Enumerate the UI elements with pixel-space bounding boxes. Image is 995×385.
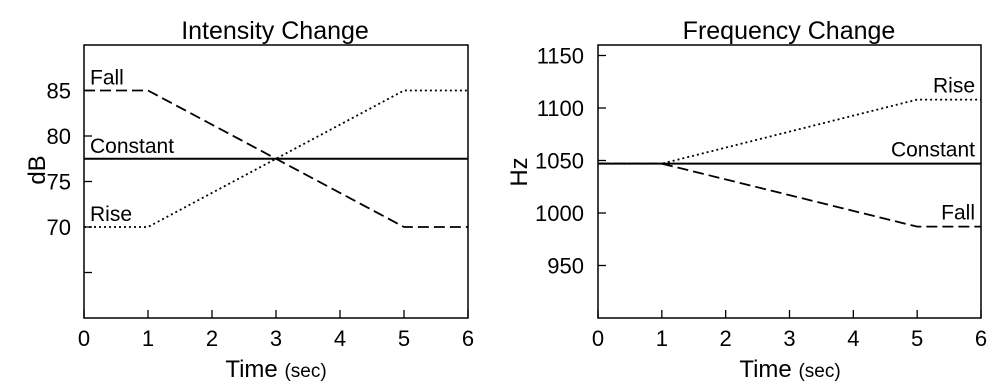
intensity-x-tick-label: 0	[78, 326, 90, 351]
frequency-chart: Frequency Change Rise Constant Fall 0 1 2 3 4 5…	[506, 17, 987, 383]
frequency-x-tick-label: 0	[592, 326, 604, 351]
intensity-tick-marks	[83, 89, 469, 318]
intensity-x-tick-label: 5	[398, 326, 410, 351]
frequency-x-label-main: Time	[739, 356, 791, 383]
intensity-x-label-main: Time	[225, 356, 277, 383]
intensity-y-tick-label: 80	[47, 124, 71, 149]
frequency-series-line-fall	[598, 162, 981, 228]
frequency-chart-title: Frequency Change	[683, 17, 896, 45]
intensity-series-label-fall: Fall	[90, 67, 124, 90]
intensity-series: Fall Constant Rise	[84, 67, 468, 228]
intensity-x-tick-label: 4	[334, 326, 346, 351]
intensity-y-tick-label: 75	[47, 170, 71, 195]
intensity-series-line-rise	[84, 89, 468, 228]
frequency-x-label-unit: (sec)	[798, 361, 840, 382]
intensity-plot-frame	[83, 44, 469, 319]
frequency-x-tick-label: 4	[847, 326, 859, 351]
frequency-y-tick-label: 1050	[535, 149, 584, 174]
intensity-chart-title: Intensity Change	[181, 17, 369, 45]
intensity-tick-labels: 0 1 2 3 4 5 6 85 80 75 70	[47, 79, 475, 352]
intensity-series-label-rise: Rise	[90, 203, 132, 226]
intensity-y-tick-label: 70	[47, 215, 71, 240]
frequency-x-tick-label: 3	[783, 326, 795, 351]
intensity-y-tick-label: 85	[47, 79, 71, 104]
intensity-x-label-unit: (sec)	[284, 361, 326, 382]
frequency-x-tick-label: 6	[975, 326, 987, 351]
frequency-y-tick-label: 1000	[535, 201, 584, 226]
frequency-tick-marks	[597, 54, 982, 318]
intensity-x-tick-label: 2	[206, 326, 218, 351]
frequency-series-label-constant: Constant	[891, 139, 975, 162]
frequency-x-tick-label: 2	[720, 326, 732, 351]
frequency-plot-frame	[597, 44, 982, 319]
frequency-y-tick-label: 1150	[537, 44, 584, 69]
intensity-series-label-constant: Constant	[90, 135, 174, 158]
frequency-y-tick-label: 1100	[537, 96, 584, 121]
frequency-series-label-fall: Fall	[941, 202, 975, 225]
frequency-x-tick-label: 5	[911, 326, 923, 351]
intensity-x-tick-label: 1	[142, 326, 154, 351]
frequency-tick-labels: 0 1 2 3 4 5 6 1150 1100 1050 1000 950	[535, 44, 987, 352]
intensity-chart: Intensity Change Fall Constant Rise 0 1 2 3 4 5…	[24, 17, 474, 383]
intensity-x-tick-label: 3	[270, 326, 282, 351]
intensity-x-tick-label: 6	[462, 326, 474, 351]
frequency-y-tick-label: 950	[547, 254, 584, 279]
frequency-x-axis-label: Time (sec)	[739, 356, 840, 383]
frequency-series-label-rise: Rise	[933, 75, 975, 98]
intensity-y-axis-label: dB	[24, 155, 51, 184]
frequency-x-tick-label: 1	[656, 326, 668, 351]
frequency-y-axis-label: Hz	[506, 157, 533, 186]
frequency-series: Rise Constant Fall	[598, 75, 981, 228]
intensity-x-axis-label: Time (sec)	[225, 356, 326, 383]
